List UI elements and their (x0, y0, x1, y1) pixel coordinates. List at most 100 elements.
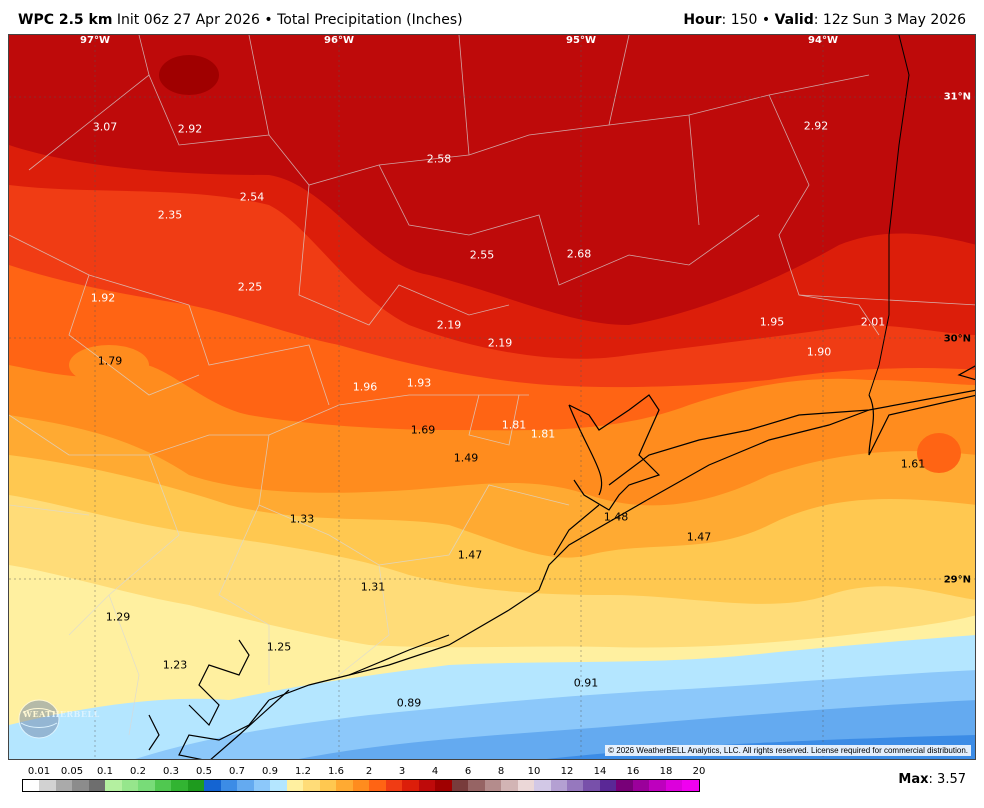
precip-value: 1.33 (289, 512, 315, 526)
precip-value: 1.81 (501, 418, 527, 432)
max-value: Max: 3.57 (898, 772, 966, 787)
map-title: WPC 2.5 km Init 06z 27 Apr 2026 • Total … (18, 12, 463, 28)
colorbar-swatch (501, 780, 518, 791)
colorbar-swatch (566, 780, 584, 791)
precip-value: 1.90 (806, 345, 832, 359)
precip-value: 2.54 (239, 190, 265, 204)
precip-value: 2.92 (177, 122, 203, 136)
precip-value: 1.49 (453, 451, 479, 465)
colorbar-swatch (402, 780, 419, 791)
colorbar-tick: 0.9 (262, 766, 278, 777)
colorbar-swatch (270, 780, 287, 791)
county-lines (9, 35, 975, 736)
colorbar-swatch (682, 780, 699, 791)
precip-value: 1.92 (90, 291, 116, 305)
precip-value: 1.95 (759, 315, 785, 329)
precip-value: 1.29 (105, 610, 131, 624)
colorbar-tick: 1.6 (328, 766, 344, 777)
colorbar-swatch (187, 780, 205, 791)
colorbar-tick: 0.3 (163, 766, 179, 777)
field-name: Total Precipitation (Inches) (277, 12, 463, 28)
weatherbell-logo: WEATHERBELL (15, 695, 99, 741)
colorbar-swatch (336, 780, 353, 791)
lon-label: 94°W (808, 35, 838, 46)
precip-value: 1.93 (406, 376, 432, 390)
colorbar-tick: 0.2 (130, 766, 146, 777)
precip-value: 1.23 (162, 658, 188, 672)
precip-value: 2.25 (237, 280, 263, 294)
colorbar-swatch (451, 780, 469, 791)
colorbar-swatch (418, 780, 436, 791)
precip-value: 1.96 (352, 380, 378, 394)
precip-value: 1.47 (686, 530, 712, 544)
lat-label: 30°N (943, 333, 971, 345)
lat-label: 29°N (943, 574, 971, 586)
precip-value: 0.89 (396, 696, 422, 710)
precip-value: 2.19 (436, 318, 462, 332)
colorbar-tick: 10 (527, 766, 541, 777)
colorbar-swatch (484, 780, 502, 791)
grid-lines (9, 35, 975, 759)
precip-value: 2.68 (566, 247, 592, 261)
header: WPC 2.5 km Init 06z 27 Apr 2026 • Total … (0, 0, 984, 36)
precip-value: 3.07 (92, 120, 118, 134)
precip-value: 1.25 (266, 640, 292, 654)
colorbar-swatch (369, 780, 386, 791)
copyright-notice: © 2026 WeatherBELL Analytics, LLC. All r… (605, 745, 971, 756)
lon-label: 96°W (324, 35, 354, 46)
precip-value: 2.01 (860, 315, 886, 329)
colorbar-swatch (319, 780, 337, 791)
colorbar-swatch (23, 780, 40, 791)
colorbar-tick: 8 (497, 766, 505, 777)
precip-value: 1.48 (603, 510, 629, 524)
lon-label: 97°W (80, 35, 110, 46)
colorbar-tick: 18 (659, 766, 673, 777)
colorbar-tick: 0.1 (97, 766, 113, 777)
colorbar-tick: 16 (626, 766, 640, 777)
precip-value: 2.92 (803, 119, 829, 133)
precip-value: 1.31 (360, 580, 386, 594)
colorbar-tick: 4 (431, 766, 439, 777)
colorbar-swatch (237, 780, 254, 791)
colorbar-swatch (550, 780, 567, 791)
colorbar-swatch (88, 780, 106, 791)
colorbar (22, 779, 700, 792)
precip-value: 1.79 (97, 354, 123, 368)
globe-icon (18, 699, 60, 739)
precip-value: 1.61 (900, 457, 926, 471)
colorbar-swatch (435, 780, 452, 791)
lon-label: 95°W (566, 35, 596, 46)
colorbar-swatch (220, 780, 238, 791)
precip-value: 2.58 (426, 152, 452, 166)
precip-value: 2.55 (469, 248, 495, 262)
hour-label: Hour (683, 12, 722, 28)
precip-map[interactable]: 97°W 96°W 95°W 94°W 31°N 30°N 29°N 3.07 … (8, 34, 976, 760)
precip-value: 2.19 (487, 336, 513, 350)
colorbar-tick: 0.5 (196, 766, 212, 777)
colorbar-tick: 1.2 (295, 766, 311, 777)
precip-value: 1.47 (457, 548, 483, 562)
colorbar-swatch (649, 780, 666, 791)
separator: • (264, 12, 273, 28)
colorbar-swatch (105, 780, 122, 791)
colorbar-tick: 12 (560, 766, 574, 777)
colorbar-swatch (385, 780, 403, 791)
valid-label: Valid (774, 12, 814, 28)
colorbar-swatch (55, 780, 73, 791)
colorbar-swatch (154, 780, 172, 791)
colorbar-swatch (204, 780, 221, 791)
colorbar-swatch (303, 780, 320, 791)
precip-value: 1.81 (530, 427, 556, 441)
colorbar-swatch (171, 780, 188, 791)
colorbar-tick: 2 (365, 766, 373, 777)
max-cell (159, 55, 219, 95)
colorbar-swatch (39, 780, 56, 791)
max-label: Max (898, 772, 929, 787)
hour-value: : 150 (721, 12, 758, 28)
lat-label: 31°N (943, 91, 971, 103)
colorbar-swatch (534, 780, 551, 791)
init-time: Init 06z 27 Apr 2026 (116, 12, 260, 28)
colorbar-swatch (665, 780, 683, 791)
colorbar-swatch (72, 780, 89, 791)
logo-text: WEATHERBELL (23, 709, 100, 719)
